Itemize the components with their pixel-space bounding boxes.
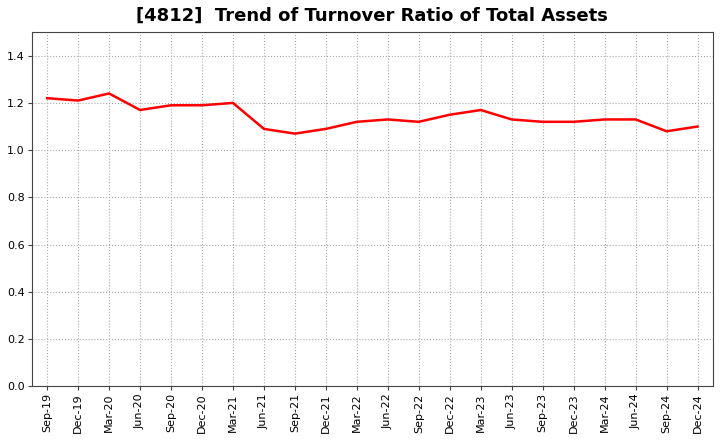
Title: [4812]  Trend of Turnover Ratio of Total Assets: [4812] Trend of Turnover Ratio of Total … <box>136 7 608 25</box>
